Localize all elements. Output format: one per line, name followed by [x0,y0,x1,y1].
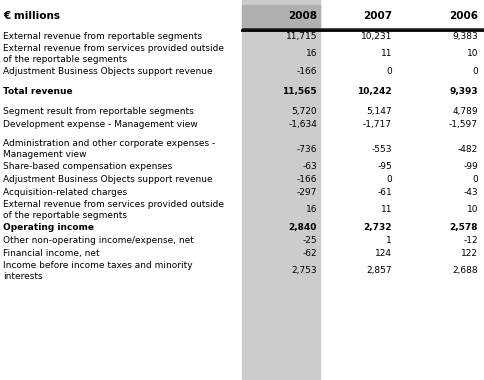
Text: -166: -166 [296,67,317,76]
Text: -63: -63 [302,162,317,171]
Text: 16: 16 [305,49,317,59]
Text: 2,857: 2,857 [365,266,391,276]
Text: 2,753: 2,753 [291,266,317,276]
Text: Acquisition-related charges: Acquisition-related charges [3,188,127,197]
Bar [242,5,319,27]
Text: 9,393: 9,393 [449,87,477,96]
Text: Share-based compensation expenses: Share-based compensation expenses [3,162,172,171]
Text: 11,565: 11,565 [282,87,317,96]
Text: 2,688: 2,688 [452,266,477,276]
Text: 2006: 2006 [448,11,477,21]
Text: Segment result from reportable segments: Segment result from reportable segments [3,107,193,116]
Text: External revenue from services provided outside
of the reportable segments: External revenue from services provided … [3,200,224,220]
Text: 16: 16 [305,206,317,214]
Text: -553: -553 [371,144,391,154]
Text: -736: -736 [296,144,317,154]
Text: -99: -99 [462,162,477,171]
Text: -61: -61 [377,188,391,197]
Text: External revenue from services provided outside
of the reportable segments: External revenue from services provided … [3,44,224,64]
Text: 122: 122 [460,249,477,258]
Text: 11,715: 11,715 [285,32,317,41]
Text: 2,840: 2,840 [288,223,317,232]
Text: -1,597: -1,597 [448,120,477,129]
Text: -1,717: -1,717 [362,120,391,129]
Text: 124: 124 [374,249,391,258]
Text: 9,383: 9,383 [451,32,477,41]
Text: 11: 11 [380,206,391,214]
Text: 0: 0 [385,67,391,76]
Text: -25: -25 [302,236,317,245]
Text: -43: -43 [462,188,477,197]
Text: Administration and other corporate expenses -
Management view: Administration and other corporate expen… [3,139,215,159]
Text: 11: 11 [380,49,391,59]
Text: Financial income, net: Financial income, net [3,249,99,258]
Text: 10: 10 [466,206,477,214]
Text: 2007: 2007 [362,11,391,21]
Text: 2008: 2008 [287,11,317,21]
Text: 10,231: 10,231 [360,32,391,41]
Text: Income before income taxes and minority
interests: Income before income taxes and minority … [3,261,192,281]
Text: 10,242: 10,242 [357,87,391,96]
Text: 2,732: 2,732 [363,223,391,232]
Text: Adjustment Business Objects support revenue: Adjustment Business Objects support reve… [3,67,212,76]
Text: Development expense - Management view: Development expense - Management view [3,120,197,129]
Text: Operating income: Operating income [3,223,94,232]
Text: 0: 0 [471,175,477,184]
Bar [242,0,319,380]
Text: -297: -297 [296,188,317,197]
Text: 0: 0 [385,175,391,184]
Text: 5,720: 5,720 [291,107,317,116]
Text: 5,147: 5,147 [365,107,391,116]
Text: € millions: € millions [3,11,60,21]
Text: 4,789: 4,789 [452,107,477,116]
Text: 1: 1 [385,236,391,245]
Text: Total revenue: Total revenue [3,87,73,96]
Text: -12: -12 [462,236,477,245]
Text: -62: -62 [302,249,317,258]
Text: External revenue from reportable segments: External revenue from reportable segment… [3,32,202,41]
Text: -95: -95 [377,162,391,171]
Text: -482: -482 [457,144,477,154]
Text: -1,634: -1,634 [287,120,317,129]
Text: -166: -166 [296,175,317,184]
Text: 10: 10 [466,49,477,59]
Text: 0: 0 [471,67,477,76]
Text: 2,578: 2,578 [449,223,477,232]
Text: Adjustment Business Objects support revenue: Adjustment Business Objects support reve… [3,175,212,184]
Text: Other non-operating income/expense, net: Other non-operating income/expense, net [3,236,194,245]
